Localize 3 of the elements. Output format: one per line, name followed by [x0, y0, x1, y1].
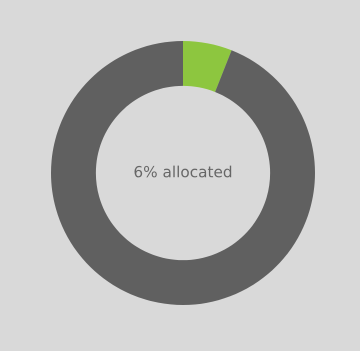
text: 6% allocated — [134, 166, 232, 178]
donut-slice — [51, 41, 315, 305]
donut-slice — [183, 41, 232, 92]
